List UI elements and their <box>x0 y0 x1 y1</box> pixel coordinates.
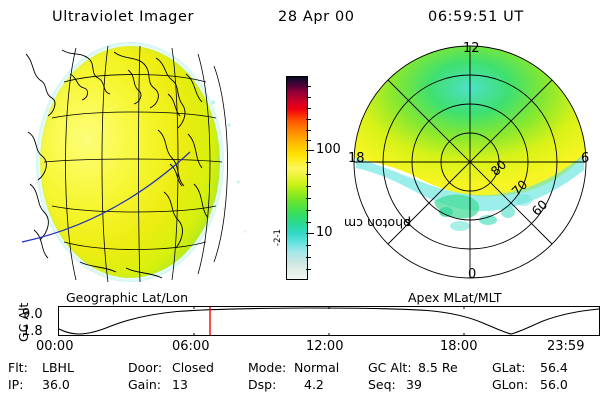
colorbar[interactable] <box>286 76 308 280</box>
observation-time: 06:59:51 UT <box>428 9 524 25</box>
colorbar-tick <box>306 186 311 187</box>
colorbar-tick-label-10: 10 <box>316 225 333 240</box>
status-key-glon: GLon: <box>492 377 529 392</box>
status-key-glat: GLat: <box>492 360 526 375</box>
status-key-gain: Gain: <box>128 377 161 392</box>
status-value-mode: Normal <box>294 360 340 375</box>
instrument-title: Ultraviolet Imager <box>52 9 195 25</box>
colorbar-tick <box>306 174 311 175</box>
orbit-altitude-plot[interactable] <box>58 306 600 336</box>
status-value-flt: LBHL <box>42 360 74 375</box>
status-key-seq: Seq: <box>368 377 396 392</box>
polar-overlay <box>353 45 587 279</box>
time-tick-2359: 23:59 <box>547 339 585 354</box>
mlt-label-12: 12 <box>463 41 480 56</box>
colorbar-tick <box>306 108 311 109</box>
colorbar-tick <box>306 222 311 223</box>
mlt-label-0: 0 <box>468 267 477 282</box>
status-value-gcalt: 8.5 Re <box>418 360 458 375</box>
colorbar-tick-label-100: 100 <box>316 142 341 157</box>
orbit-y-max-label: 9.0 <box>22 307 43 322</box>
colorbar-tick <box>306 140 311 141</box>
colorbar-tick <box>306 269 311 270</box>
status-value-ip: 36.0 <box>42 377 70 392</box>
colorbar-gradient <box>287 77 307 279</box>
status-key-mode: Mode: <box>248 360 287 375</box>
time-tick-0600: 06:00 <box>172 339 210 354</box>
mlt-label-18: 18 <box>348 151 365 166</box>
globe-overlay <box>21 45 228 283</box>
status-value-gain: 13 <box>172 377 188 392</box>
colorbar-exponent-2: -1 <box>273 229 283 238</box>
globe-limb-speckle <box>204 68 270 258</box>
colorbar-tick <box>306 198 311 199</box>
colorbar-axis-title: photon cm -2 s -1 <box>258 108 411 248</box>
globe-panel-title: Geographic Lat/Lon <box>66 290 188 305</box>
observation-date: 28 Apr 00 <box>278 9 355 25</box>
colorbar-tick <box>306 245 311 246</box>
time-tick-1200: 12:00 <box>306 339 344 354</box>
colorbar-tick <box>306 130 311 131</box>
colorbar-tick-major <box>306 233 314 234</box>
colorbar-exponent-1: -2 <box>273 237 283 246</box>
mlt-label-6: 6 <box>581 151 590 166</box>
orbit-y-min-label: 1.8 <box>22 324 43 339</box>
colorbar-tick-major <box>306 150 314 151</box>
status-key-ip: IP: <box>8 377 24 392</box>
polar-dial-view[interactable]: 60 70 80 <box>348 34 598 290</box>
status-key-dsp: Dsp: <box>248 377 277 392</box>
colorbar-tick <box>306 162 311 163</box>
status-key-gcalt: GC Alt: <box>368 360 412 375</box>
polar-panel-title: Apex MLat/MLT <box>408 290 502 305</box>
orbit-y-axis-title: GC Alt <box>16 302 31 342</box>
status-key-door: Door: <box>128 360 163 375</box>
time-tick-0000: 00:00 <box>36 339 74 354</box>
status-value-dsp: 4.2 <box>304 377 324 392</box>
colorbar-tick <box>306 97 311 98</box>
colorbar-tick <box>306 257 311 258</box>
status-panel: Flt: LBHL Door: Closed Mode: Normal GC A… <box>0 360 600 400</box>
colorbar-tick <box>306 210 311 211</box>
colorbar-tick <box>306 86 311 87</box>
globe-dayglow-disc <box>40 46 220 278</box>
colorbar-tick <box>306 119 311 120</box>
globe-view[interactable] <box>18 34 270 290</box>
status-value-glat: 56.4 <box>540 360 568 375</box>
status-value-glon: 56.0 <box>540 377 568 392</box>
status-key-flt: Flt: <box>8 360 28 375</box>
status-value-seq: 39 <box>406 377 422 392</box>
time-tick-1800: 18:00 <box>440 339 478 354</box>
orbit-trace <box>59 307 599 335</box>
status-value-door: Closed <box>172 360 214 375</box>
